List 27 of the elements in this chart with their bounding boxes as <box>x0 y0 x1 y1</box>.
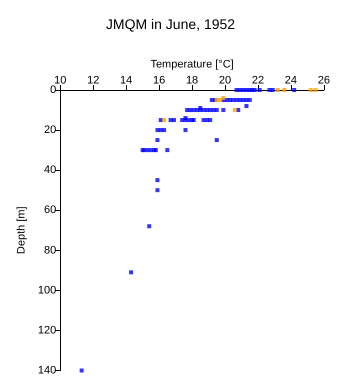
x-tick-label: 14 <box>120 74 132 86</box>
x-tick-label: 12 <box>87 74 100 86</box>
point <box>314 88 318 92</box>
x-tick-label: 18 <box>186 74 198 86</box>
chart-title: JMQM in June, 1952 <box>106 16 236 32</box>
y-tick-label: 80 <box>44 244 56 256</box>
point <box>232 108 237 112</box>
point <box>218 98 222 102</box>
x-tick-label: 24 <box>284 74 298 86</box>
y-tick-label: 0 <box>50 84 56 96</box>
y-tick-label: 140 <box>38 364 56 376</box>
point <box>282 88 286 92</box>
x-tick-label: 20 <box>218 74 232 86</box>
y-tick-label: 20 <box>44 124 56 136</box>
y-tick-label: 40 <box>44 164 56 176</box>
point <box>308 88 313 92</box>
x-axis-title: Temperature [°C] <box>150 58 234 70</box>
point <box>276 88 280 92</box>
x-tick-label: 10 <box>54 74 66 86</box>
y-tick-label: 60 <box>44 204 56 216</box>
x-tick-label: 22 <box>252 74 264 86</box>
y-tick-label: 120 <box>38 324 56 336</box>
point <box>162 118 166 122</box>
x-tick-label: 16 <box>152 74 166 86</box>
x-tick-label: 26 <box>318 74 330 86</box>
y-axis-title: Depth [m] <box>16 206 28 254</box>
y-tick-label: 100 <box>38 284 56 296</box>
